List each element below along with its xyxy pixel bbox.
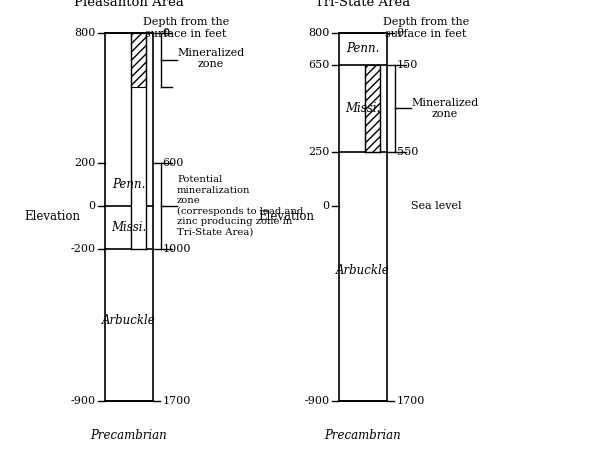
Text: Tri-State Area: Tri-State Area (316, 0, 410, 9)
Text: Penn.: Penn. (112, 178, 146, 191)
Text: 0: 0 (163, 27, 170, 37)
Text: 650: 650 (308, 60, 329, 70)
Text: 1000: 1000 (163, 244, 191, 254)
Text: 800: 800 (308, 27, 329, 37)
Text: 0: 0 (322, 201, 329, 211)
Text: Potential
mineralization
zone
(corresponds to lead and
zinc producing zone in
Tr: Potential mineralization zone (correspon… (177, 175, 303, 236)
Text: Elevation: Elevation (258, 210, 314, 223)
Text: Depth from the
surface in feet: Depth from the surface in feet (383, 17, 469, 39)
Text: 0: 0 (88, 201, 95, 211)
Text: Sea level: Sea level (411, 201, 461, 211)
Text: 250: 250 (308, 147, 329, 157)
Text: Elevation: Elevation (24, 210, 80, 223)
Text: 150: 150 (397, 60, 418, 70)
Text: 600: 600 (163, 158, 184, 168)
Text: -900: -900 (70, 396, 95, 406)
Text: Precambrian: Precambrian (91, 429, 167, 442)
Text: 1700: 1700 (397, 396, 425, 406)
Text: -200: -200 (70, 244, 95, 254)
Text: 0: 0 (397, 27, 404, 37)
Text: Mineralized
zone: Mineralized zone (177, 48, 244, 69)
Text: 800: 800 (74, 27, 95, 37)
Text: Missi.: Missi. (112, 221, 146, 234)
Text: -900: -900 (304, 396, 329, 406)
Text: Missi.: Missi. (346, 102, 380, 115)
Text: 200: 200 (74, 158, 95, 168)
Bar (365, 65, 380, 152)
Text: Arbuckle: Arbuckle (102, 314, 156, 327)
Text: Depth from the
surface in feet: Depth from the surface in feet (143, 17, 229, 39)
Text: Arbuckle: Arbuckle (336, 264, 390, 277)
Text: Pleasanton Area: Pleasanton Area (74, 0, 184, 9)
Text: Precambrian: Precambrian (325, 429, 401, 442)
Text: 1700: 1700 (163, 396, 191, 406)
Bar (131, 33, 146, 87)
Text: Mineralized
zone: Mineralized zone (411, 97, 478, 119)
Bar (365, 65, 380, 152)
Bar (131, 33, 146, 249)
Text: 550: 550 (397, 147, 418, 157)
Text: Penn.: Penn. (346, 42, 380, 55)
